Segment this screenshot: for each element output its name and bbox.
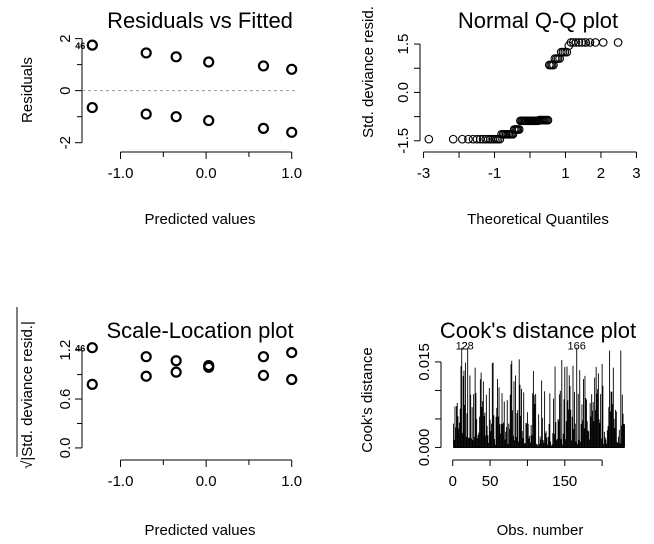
data-point [257, 60, 270, 72]
data-point [286, 63, 298, 75]
y-tick-label: 0.6 [57, 389, 74, 410]
data-point [514, 125, 524, 134]
data-point [286, 126, 298, 138]
x-tick-label: 1 [561, 165, 569, 182]
data-point [140, 108, 152, 120]
x-tick-label: 50 [482, 473, 499, 490]
x-tick-label: 2 [597, 165, 605, 182]
point-label: 46 [75, 344, 85, 354]
y-tick-label: 0 [57, 86, 74, 94]
x-tick-label: 0.0 [196, 473, 217, 490]
x-tick-label: -1.0 [108, 165, 134, 182]
point-label: 166 [583, 40, 595, 47]
data-point [472, 134, 482, 144]
chart-title: Scale-Location plot [106, 318, 293, 343]
chart-title: Cook's distance plot [440, 318, 636, 343]
point-label: 46 [75, 41, 85, 51]
cooks-distance-panel: Cook's distance plot Obs. number Cook's … [359, 318, 636, 539]
data-point [286, 373, 298, 386]
y-tick-label: 1.2 [57, 340, 74, 361]
normal-qq-panel: Normal Q-Q plot Theoretical Quantiles St… [360, 6, 641, 228]
data-point [286, 346, 298, 359]
x-tick-label: 0 [449, 473, 457, 490]
data-point [86, 378, 98, 390]
data-point [170, 355, 182, 367]
x-tick-label: 3 [632, 165, 640, 182]
y-axis-label: Cook's distance [359, 347, 376, 452]
data-point [203, 361, 215, 373]
plot-marks: -1.5 0.0 1.5 -3 -1 1 2 3 166 [395, 34, 641, 182]
x-tick-label: 1.0 [281, 165, 302, 182]
y-tick-label: 0.0 [395, 82, 412, 103]
data-point [203, 114, 215, 127]
x-tick-label: 150 [552, 473, 577, 490]
data-point [140, 351, 152, 363]
data-point [257, 351, 270, 363]
x-tick-label: -3 [417, 165, 430, 182]
data-point [585, 38, 595, 47]
data-point [170, 366, 182, 378]
y-tick-label: -1.5 [395, 128, 412, 154]
y-axis-label: Std. deviance resid. [360, 6, 377, 138]
data-point [86, 101, 98, 114]
x-axis-label: Predicted values [145, 522, 256, 539]
y-tick-label: -2 [57, 136, 74, 149]
data-point [86, 342, 98, 354]
data-point [140, 47, 152, 59]
data-point [598, 38, 608, 47]
y-tick-label: 0.000 [416, 429, 433, 467]
residuals-vs-fitted-panel: Residuals vs Fitted Predicted values Res… [19, 8, 302, 228]
y-tick-label: 1.5 [395, 34, 412, 55]
data-point [448, 134, 458, 144]
x-tick-label: 0.0 [196, 165, 217, 182]
data-point [481, 134, 491, 144]
x-tick-label: -1 [488, 165, 501, 182]
point-label: 166 [568, 341, 586, 353]
y-axis-label: √|Std. deviance resid.| [19, 321, 36, 469]
y-axis-label: Residuals [19, 57, 36, 123]
data-point [86, 39, 98, 51]
chart-title: Residuals vs Fitted [107, 8, 293, 33]
data-point [140, 370, 152, 382]
data-point [457, 134, 467, 144]
x-tick-label: -1.0 [108, 473, 134, 490]
data-point [543, 115, 553, 125]
data-point [562, 47, 572, 57]
data-point [569, 38, 578, 47]
data-point [483, 134, 493, 144]
scale-location-panel: Scale-Location plot Predicted values √|S… [16, 307, 302, 539]
plot-marks: -2 0 2 -1.0 0.0 1.0 46 [57, 34, 302, 182]
x-axis-label: Theoretical Quantiles [467, 211, 609, 228]
data-point [424, 134, 434, 144]
chart-title: Normal Q-Q plot [458, 8, 618, 33]
data-point [571, 38, 581, 47]
x-tick-label: 1.0 [281, 473, 302, 490]
y-tick-label: 0.015 [416, 343, 433, 381]
point-label: 12 [456, 341, 468, 353]
data-point [257, 122, 270, 134]
data-point [170, 111, 182, 123]
data-point [257, 369, 270, 382]
data-point [574, 38, 584, 47]
point-label: 28 [462, 341, 474, 353]
y-tick-label: 2 [57, 34, 74, 42]
x-axis-label: Predicted values [145, 211, 256, 228]
data-point [464, 134, 473, 144]
x-axis-label: Obs. number [497, 522, 584, 539]
data-point [613, 38, 623, 47]
data-point [581, 38, 590, 47]
data-point [203, 56, 215, 68]
y-tick-label: 0.0 [57, 437, 74, 458]
data-point [170, 51, 182, 63]
plot-marks: 0.0 0.6 1.2 -1.0 0.0 1.0 46 [57, 340, 302, 490]
